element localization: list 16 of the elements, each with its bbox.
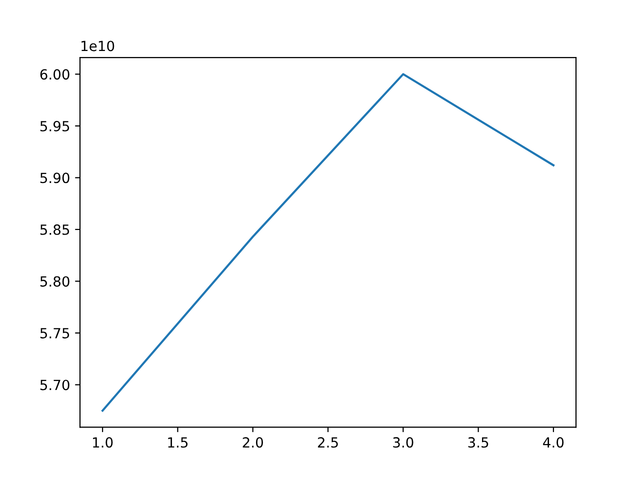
y-tick-label: 5.80 [40,276,70,287]
y-tick-label: 5.85 [40,224,70,235]
x-tick-label: 3.0 [393,437,414,448]
x-tick-label: 2.0 [242,437,263,448]
x-tick-label: 1.5 [168,437,188,448]
y-tick-label: 5.90 [40,172,70,184]
y-tick-label: 6.00 [40,69,70,80]
x-tick-label: 4.0 [543,437,564,448]
x-tick-label: 3.5 [468,437,488,448]
y-tick-label: 5.75 [40,328,70,338]
y-tick-label: 5.70 [40,380,70,390]
line-series [102,73,554,412]
x-tick-label: 1.0 [93,437,113,448]
text: 1e10 [82,40,114,52]
y-tick-label: 5.95 [40,120,70,132]
x-tick-label: 2.5 [318,437,338,448]
